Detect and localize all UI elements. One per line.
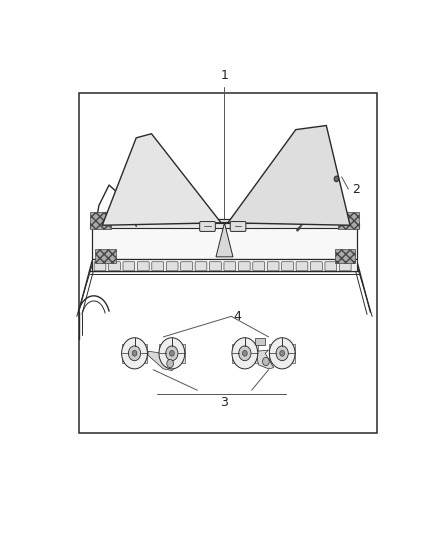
Bar bbox=[90, 223, 359, 228]
FancyBboxPatch shape bbox=[253, 262, 265, 271]
Circle shape bbox=[122, 338, 148, 369]
FancyBboxPatch shape bbox=[296, 262, 308, 271]
FancyBboxPatch shape bbox=[138, 262, 149, 271]
Bar bbox=[92, 222, 357, 259]
FancyBboxPatch shape bbox=[209, 262, 221, 271]
Bar bbox=[293, 344, 295, 362]
FancyBboxPatch shape bbox=[230, 222, 246, 231]
Circle shape bbox=[128, 346, 141, 361]
Polygon shape bbox=[148, 351, 175, 370]
FancyBboxPatch shape bbox=[195, 262, 207, 271]
Bar bbox=[95, 249, 116, 263]
FancyBboxPatch shape bbox=[311, 262, 322, 271]
FancyBboxPatch shape bbox=[152, 262, 163, 271]
Bar bbox=[92, 219, 357, 229]
Bar bbox=[145, 344, 148, 362]
FancyBboxPatch shape bbox=[325, 262, 337, 271]
FancyBboxPatch shape bbox=[94, 262, 106, 271]
Circle shape bbox=[262, 358, 269, 366]
Text: 1: 1 bbox=[221, 69, 228, 83]
Bar bbox=[92, 259, 357, 271]
Circle shape bbox=[232, 338, 258, 369]
Polygon shape bbox=[102, 134, 221, 225]
Polygon shape bbox=[216, 223, 233, 257]
FancyBboxPatch shape bbox=[123, 262, 135, 271]
Bar bbox=[338, 212, 359, 229]
FancyBboxPatch shape bbox=[224, 262, 236, 271]
FancyBboxPatch shape bbox=[181, 262, 192, 271]
Circle shape bbox=[276, 346, 288, 361]
Polygon shape bbox=[257, 350, 274, 369]
Circle shape bbox=[243, 350, 247, 356]
Bar bbox=[269, 344, 272, 362]
FancyBboxPatch shape bbox=[200, 222, 215, 231]
Circle shape bbox=[132, 350, 137, 356]
Bar bbox=[78, 93, 377, 433]
FancyBboxPatch shape bbox=[339, 262, 351, 271]
FancyBboxPatch shape bbox=[282, 262, 293, 271]
Circle shape bbox=[170, 350, 174, 356]
Bar bbox=[90, 212, 111, 229]
Circle shape bbox=[269, 338, 295, 369]
Circle shape bbox=[280, 350, 285, 356]
Bar bbox=[122, 344, 124, 362]
Circle shape bbox=[239, 346, 251, 361]
FancyBboxPatch shape bbox=[267, 262, 279, 271]
Bar bbox=[182, 344, 185, 362]
Bar bbox=[335, 249, 355, 263]
Circle shape bbox=[166, 346, 178, 361]
Bar bbox=[255, 344, 258, 362]
FancyBboxPatch shape bbox=[238, 262, 250, 271]
Bar bbox=[159, 344, 162, 362]
Circle shape bbox=[334, 176, 339, 182]
Text: 3: 3 bbox=[221, 397, 228, 409]
Bar bbox=[232, 344, 235, 362]
Polygon shape bbox=[228, 125, 350, 225]
FancyBboxPatch shape bbox=[109, 262, 120, 271]
Circle shape bbox=[167, 359, 173, 368]
Circle shape bbox=[159, 338, 185, 369]
Text: 2: 2 bbox=[352, 183, 360, 196]
FancyBboxPatch shape bbox=[166, 262, 178, 271]
Text: 4: 4 bbox=[233, 310, 241, 323]
Bar bbox=[255, 338, 265, 345]
